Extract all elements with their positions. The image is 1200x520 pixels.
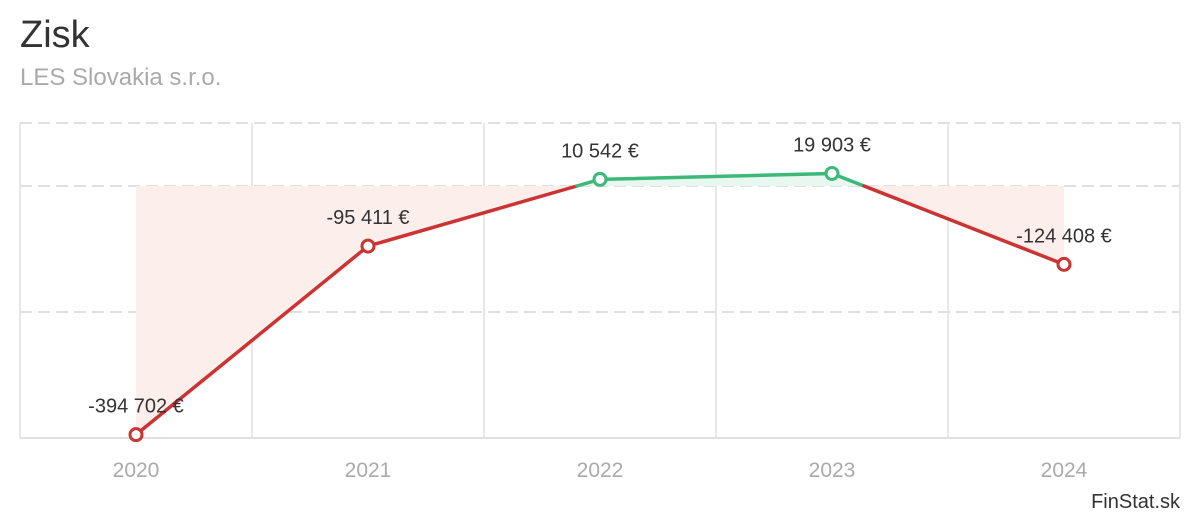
area-fills (136, 173, 1064, 435)
series-line-segment (598, 171, 834, 182)
data-label-2022: 10 542 € (561, 140, 639, 162)
series-line-segment (366, 184, 579, 248)
series-line (134, 171, 1066, 437)
source-credit[interactable]: FinStat.sk (1091, 491, 1180, 513)
x-tick-label-2021: 2021 (345, 459, 392, 482)
data-point-2024 (1056, 256, 1072, 272)
x-tick-label-2024: 2024 (1041, 459, 1088, 482)
data-label-2020: -394 702 € (88, 396, 184, 418)
data-label-2024: -124 408 € (1016, 225, 1112, 247)
data-labels: -394 702 € -95 411 € 10 542 € 19 903 € -124 … (88, 134, 1112, 417)
x-tick-label-2020: 2020 (113, 459, 160, 482)
data-point-2020 (128, 427, 144, 443)
series-line-segment (862, 184, 1066, 267)
x-tick-label-2022: 2022 (577, 459, 624, 482)
x-tick-label-2023: 2023 (809, 459, 856, 482)
x-axis-ticks: 2020 2021 2022 2023 2024 (113, 459, 1088, 482)
data-point-2023 (824, 165, 840, 181)
data-label-2021: -95 411 € (326, 207, 409, 229)
data-point-2021 (360, 238, 376, 254)
chart-title: Zisk (20, 14, 90, 56)
negative-area (136, 186, 368, 435)
data-point-2022 (592, 171, 608, 187)
chart-subtitle: LES Slovakia s.r.o. (20, 64, 222, 91)
data-points (128, 165, 1072, 443)
series-line-segment (134, 244, 370, 437)
data-label-2023: 19 903 € (793, 134, 871, 156)
